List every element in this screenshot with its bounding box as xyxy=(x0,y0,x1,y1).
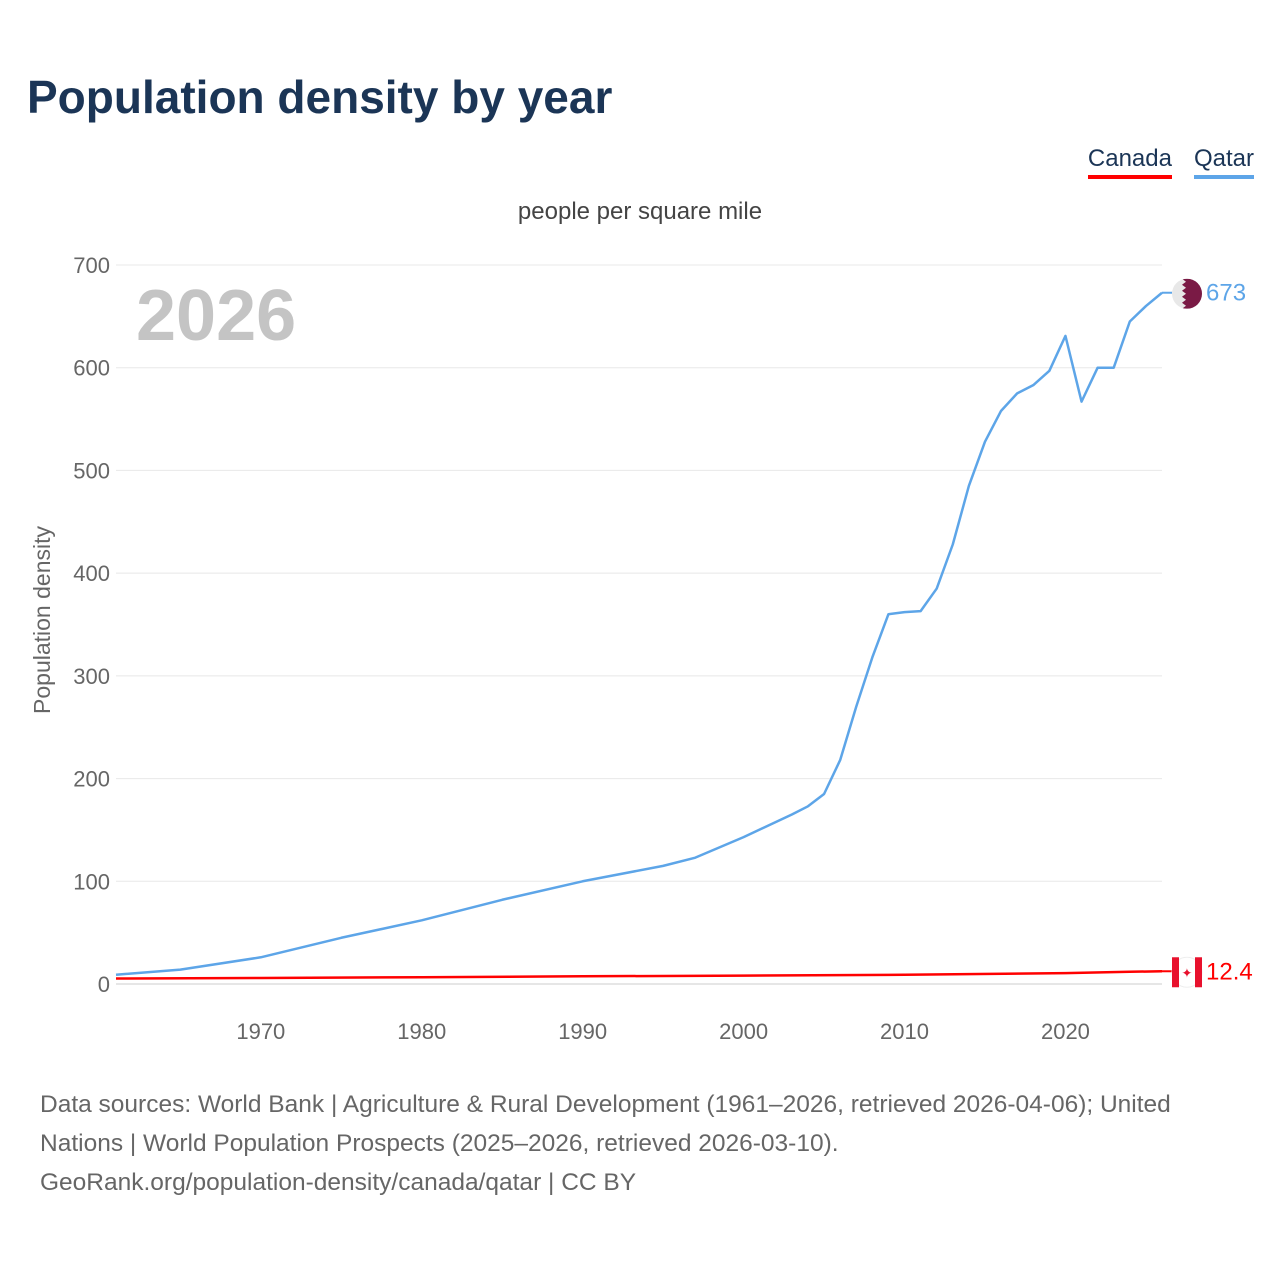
canada-flag-band-left xyxy=(1172,957,1179,988)
y-tick-label: 0 xyxy=(98,972,110,997)
x-tick-label: 1970 xyxy=(236,1019,285,1044)
qatar-flag-icon-maroon xyxy=(1182,278,1202,309)
legend-qatar[interactable]: Qatar xyxy=(1193,145,1254,179)
legend-canada[interactable]: Canada xyxy=(1087,145,1172,179)
y-tick-label: 700 xyxy=(73,253,110,278)
series-line-qatar xyxy=(115,291,1163,977)
footer-link[interactable]: GeoRank.org/population-density/canada/qa… xyxy=(40,1169,637,1196)
x-tick-label: 1990 xyxy=(558,1019,607,1044)
x-tick-label: 2000 xyxy=(719,1019,768,1044)
footer: Data sources: World Bank | Agriculture &… xyxy=(40,1085,1250,1202)
maple-leaf-icon: ✦ xyxy=(1182,965,1193,980)
y-tick-label: 200 xyxy=(73,767,110,792)
y-tick-label: 400 xyxy=(73,561,110,586)
y-tick-label: 100 xyxy=(73,869,110,894)
end-value-label: 12.4 xyxy=(1206,958,1253,985)
y-tick-label: 300 xyxy=(73,664,110,689)
y-tick-label: 500 xyxy=(73,458,110,483)
canada-flag-band-right xyxy=(1195,957,1202,988)
end-value-label: 673 xyxy=(1206,280,1246,307)
y-tick-label: 600 xyxy=(73,356,110,381)
chart-title: Population density by year xyxy=(27,71,613,123)
x-tick-label: 2010 xyxy=(880,1019,929,1044)
legend: Canada Qatar xyxy=(1087,145,1254,179)
y-axis-label: Population density xyxy=(29,526,55,714)
x-tick-label: 1980 xyxy=(397,1019,446,1044)
chart-subtitle: people per square mile xyxy=(517,198,763,225)
series-line-canada xyxy=(115,970,1163,980)
footer-sources: Data sources: World Bank | Agriculture &… xyxy=(40,1091,1171,1157)
x-tick-label: 2020 xyxy=(1041,1019,1090,1044)
year-label: 2026 xyxy=(136,276,296,356)
